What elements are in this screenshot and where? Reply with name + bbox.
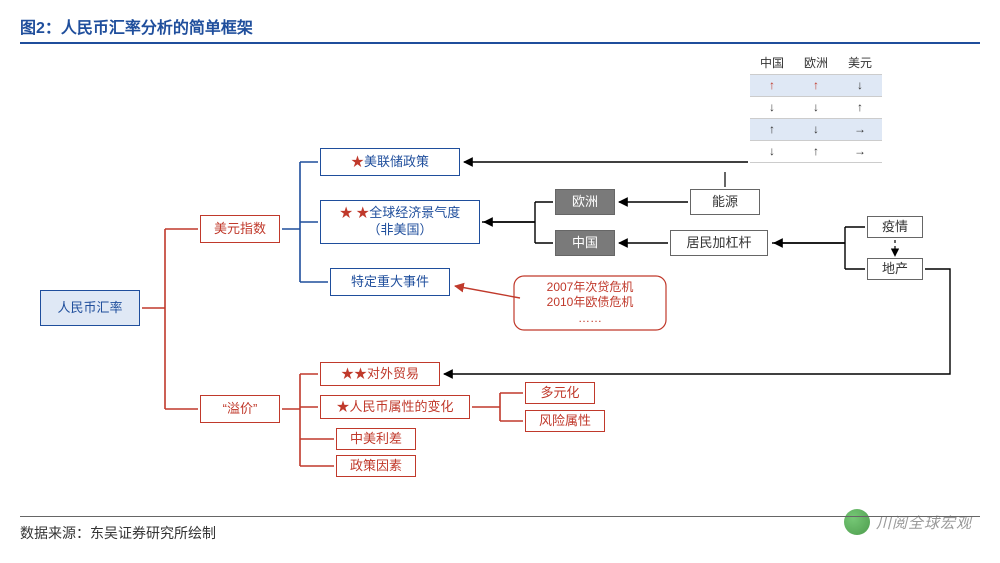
node-label: ★人民币属性的变化 <box>336 399 453 416</box>
node-label: 居民加杠杆 <box>686 235 751 252</box>
node-realestate: 地产 <box>867 258 923 280</box>
node-root: 人民币汇率 <box>40 290 140 326</box>
node-label: 2007年次贷危机 2010年欧债危机 …… <box>547 280 634 327</box>
figure-title: 图2：人民币汇率分析的简单框架 <box>20 20 253 37</box>
node-rate-diff: 中美利差 <box>336 428 416 450</box>
node-trade: ★★对外贸易 <box>320 362 440 386</box>
node-europe: 欧洲 <box>555 189 615 215</box>
node-label: 欧洲 <box>572 194 598 211</box>
node-label: 地产 <box>882 261 908 278</box>
node-label: 政策因素 <box>350 458 402 475</box>
node-diversify: 多元化 <box>525 382 595 404</box>
node-rmb-attribute: ★人民币属性的变化 <box>320 395 470 419</box>
node-label: ★★对外贸易 <box>341 366 419 383</box>
node-usd-index: 美元指数 <box>200 215 280 243</box>
node-label: 人民币汇率 <box>57 300 122 317</box>
node-pandemic: 疫情 <box>867 216 923 238</box>
node-label: 能源 <box>712 194 738 211</box>
node-label: 多元化 <box>540 385 579 402</box>
node-label: 中国 <box>572 235 598 252</box>
node-label: “溢价” <box>223 401 258 418</box>
node-risk-attr: 风险属性 <box>525 410 605 432</box>
node-label: ★ ★全球经济景气度（非美国） <box>340 205 461 239</box>
node-leverage: 居民加杠杆 <box>670 230 768 256</box>
node-special-events: 特定重大事件 <box>330 268 450 296</box>
node-china: 中国 <box>555 230 615 256</box>
node-policy: 政策因素 <box>336 455 416 477</box>
node-fed-policy: ★美联储政策 <box>320 148 460 176</box>
figure-footer: 数据来源：东吴证券研究所绘制 <box>20 516 980 543</box>
node-label: 中美利差 <box>350 431 402 448</box>
node-premium: “溢价” <box>200 395 280 423</box>
node-energy: 能源 <box>690 189 760 215</box>
node-label: 风险属性 <box>539 413 591 430</box>
node-label: 美元指数 <box>214 221 266 238</box>
node-label: 疫情 <box>882 219 908 236</box>
figure-title-bar: 图2：人民币汇率分析的简单框架 <box>20 14 980 44</box>
node-global-economy: ★ ★全球经济景气度（非美国） <box>320 200 480 244</box>
node-label: ★美联储政策 <box>351 154 429 171</box>
footer-text: 数据来源：东吴证券研究所绘制 <box>20 527 216 542</box>
node-crisis-note: 2007年次贷危机 2010年欧债危机 …… <box>515 278 665 328</box>
node-label: 特定重大事件 <box>351 274 429 291</box>
arrow-matrix-table: 中国欧洲美元↑↑↓↓↓↑↑↓→↓↑→ <box>750 52 882 163</box>
